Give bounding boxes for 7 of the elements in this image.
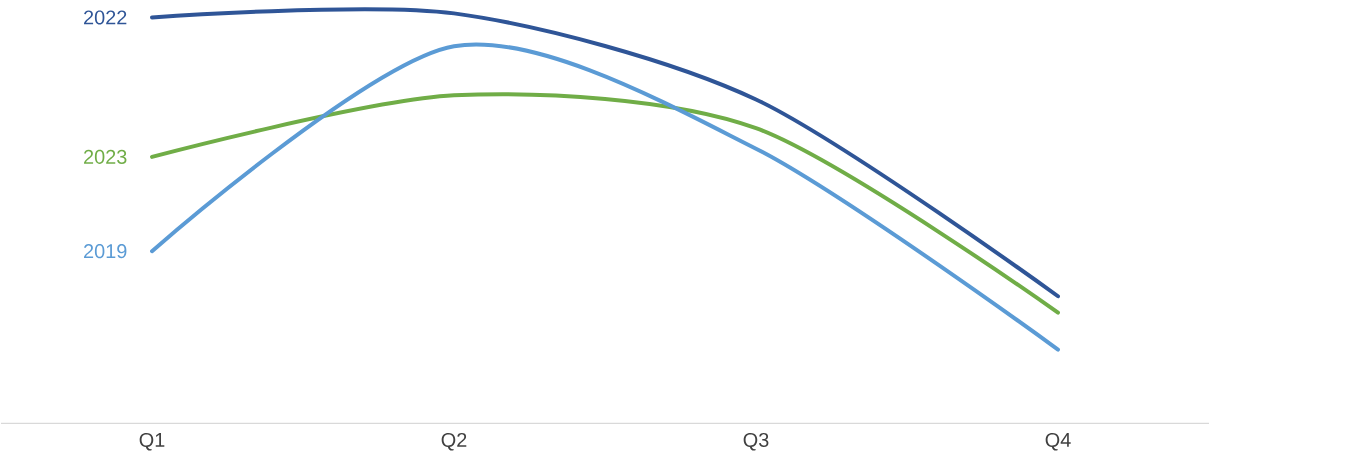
x-tick-label: Q1	[139, 432, 165, 451]
x-tick-label: Q4	[1045, 432, 1071, 451]
x-tick-label: Q2	[441, 432, 467, 451]
x-tick-label: Q3	[743, 432, 769, 451]
series-label: 2019	[84, 243, 127, 259]
series-label: 2023	[84, 149, 127, 164]
series-label: 2022	[84, 10, 127, 25]
